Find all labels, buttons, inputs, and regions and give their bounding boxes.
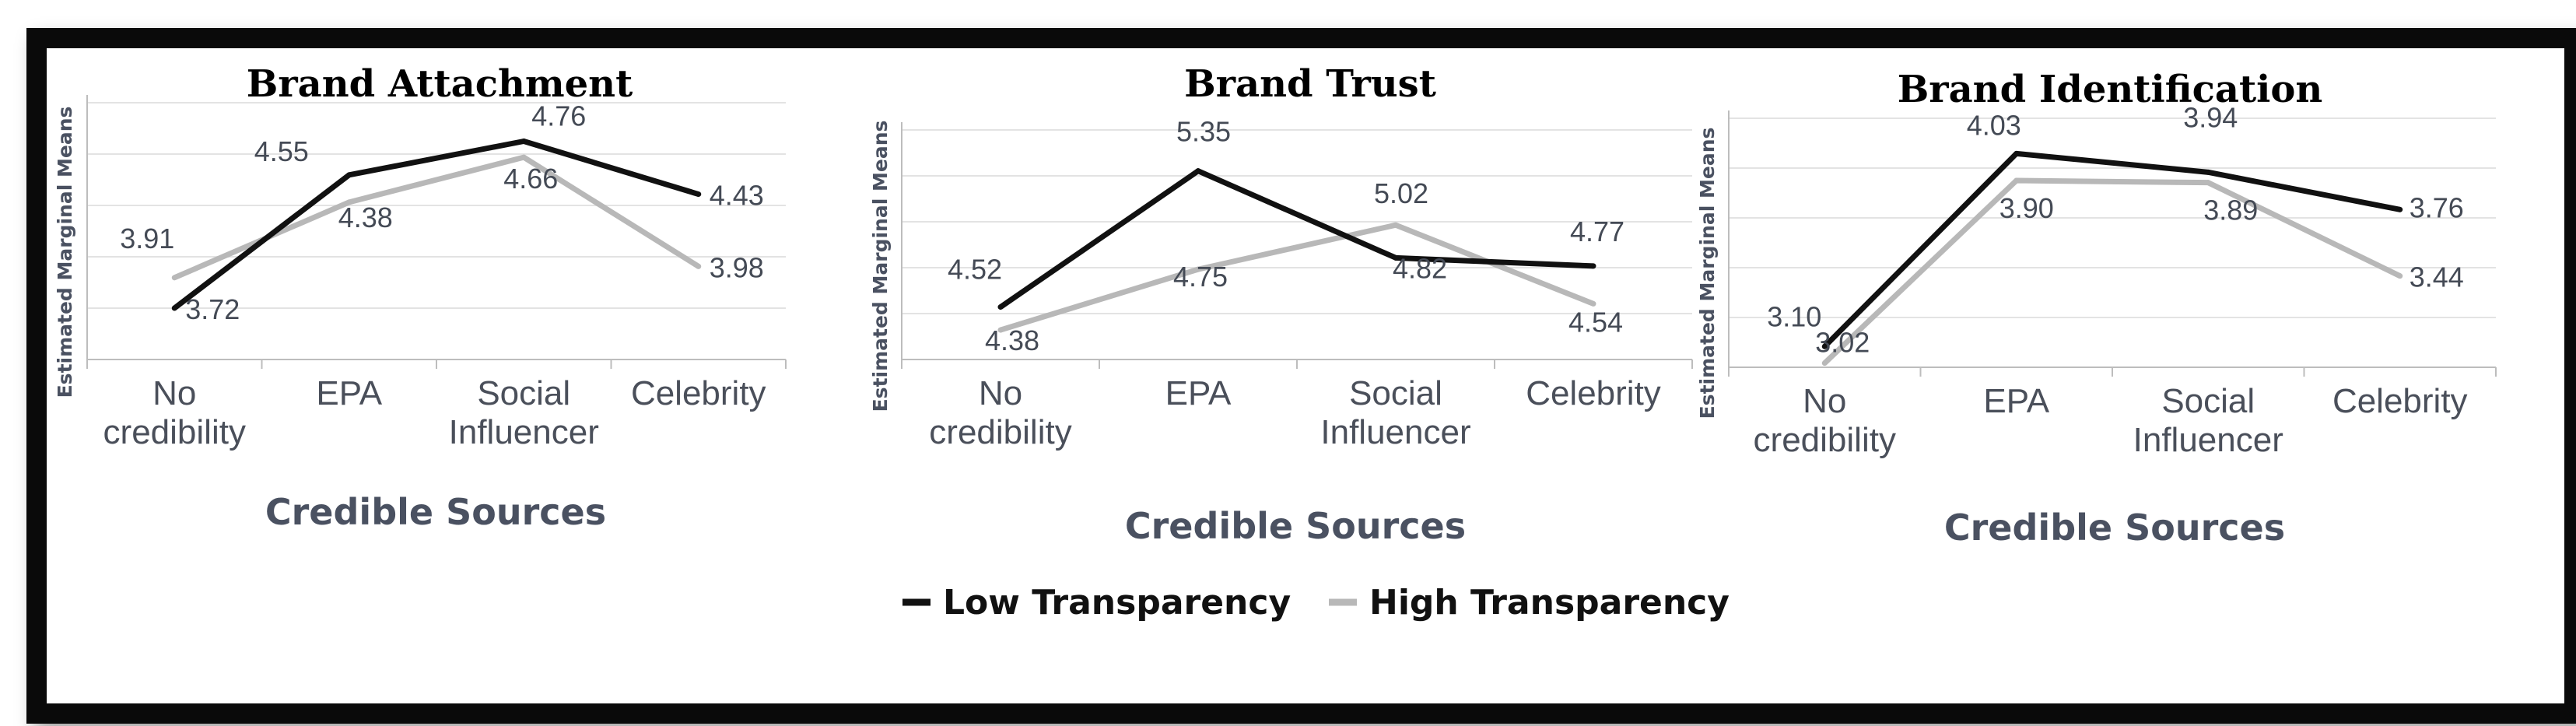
data-label: 4.52 bbox=[948, 254, 1002, 286]
data-point bbox=[2397, 206, 2403, 212]
data-point bbox=[1393, 254, 1399, 261]
data-label: 3.89 bbox=[2203, 195, 2258, 226]
data-label: 3.98 bbox=[710, 251, 764, 283]
data-label: 4.55 bbox=[254, 135, 309, 167]
x-tick-label: credibility bbox=[1754, 421, 1896, 459]
data-point bbox=[2205, 180, 2211, 186]
data-label: 3.72 bbox=[185, 293, 240, 325]
legend-label-low-transparency: Low Transparency bbox=[943, 583, 1291, 623]
data-point bbox=[520, 154, 527, 160]
data-point bbox=[2013, 177, 2020, 184]
chart-panel-brand-trust: Brand Trust Estimated Marginal Means Cre… bbox=[869, 62, 1693, 547]
data-point bbox=[997, 327, 1004, 333]
x-tick-label: Social bbox=[1349, 374, 1442, 412]
legend: Low Transparency High Transparency bbox=[902, 583, 1730, 623]
data-label: 4.76 bbox=[531, 100, 586, 132]
chart-panel-brand-attachment: Brand Attachment Estimated Marginal Mean… bbox=[54, 62, 787, 533]
data-point bbox=[1195, 266, 1201, 272]
data-point bbox=[1821, 360, 1828, 367]
x-tick-label: Social bbox=[477, 374, 570, 412]
data-label: 5.35 bbox=[1176, 116, 1231, 148]
x-tick-label: EPA bbox=[316, 374, 382, 412]
x-tick-label: EPA bbox=[1165, 374, 1232, 412]
data-point bbox=[346, 199, 352, 205]
data-label: 3.94 bbox=[2183, 101, 2238, 133]
series-line-high-transparency bbox=[173, 154, 700, 281]
chart-title: Brand Identification bbox=[1898, 68, 2323, 111]
x-tick-label: Influencer bbox=[449, 413, 599, 451]
data-label: 3.02 bbox=[1815, 327, 1870, 359]
x-tick-label: credibility bbox=[103, 413, 246, 451]
y-axis-label: Estimated Marginal Means bbox=[1696, 128, 1719, 419]
figure-frame: Brand Attachment Estimated Marginal Mean… bbox=[26, 28, 2576, 724]
x-tick-label: Celebrity bbox=[2332, 382, 2468, 420]
data-point bbox=[997, 304, 1004, 310]
data-label: 4.66 bbox=[503, 163, 558, 195]
x-axis-label: Credible Sources bbox=[1944, 507, 2285, 549]
data-point bbox=[696, 191, 702, 198]
y-axis-label: Estimated Marginal Means bbox=[869, 121, 892, 412]
data-label: 4.43 bbox=[710, 180, 764, 212]
x-tick-label: Influencer bbox=[1320, 413, 1470, 451]
x-tick-label: Influencer bbox=[2133, 421, 2283, 459]
legend-label-high-transparency: High Transparency bbox=[1369, 583, 1730, 623]
chart-title: Brand Trust bbox=[1184, 62, 1436, 106]
data-label: 5.02 bbox=[1374, 177, 1428, 209]
data-label: 4.54 bbox=[1568, 306, 1623, 338]
data-point bbox=[520, 139, 527, 144]
data-point bbox=[2205, 169, 2211, 175]
data-label: 4.75 bbox=[1173, 261, 1228, 293]
data-point bbox=[1195, 168, 1201, 174]
data-label: 4.38 bbox=[338, 202, 393, 233]
data-label: 3.76 bbox=[2410, 191, 2464, 223]
data-point bbox=[1821, 343, 1828, 349]
data-label: 3.91 bbox=[120, 223, 174, 254]
chart-panel-brand-identification: Brand Identification Estimated Marginal … bbox=[1696, 68, 2497, 549]
data-point bbox=[346, 172, 352, 178]
data-point bbox=[1590, 300, 1596, 307]
series-line-low-transparency bbox=[1822, 150, 2401, 349]
data-point bbox=[1393, 222, 1399, 228]
x-tick-label: No bbox=[1803, 382, 1846, 420]
data-point bbox=[2397, 273, 2403, 279]
data-point bbox=[696, 263, 702, 269]
x-tick-label: credibility bbox=[929, 413, 1071, 451]
data-point bbox=[171, 305, 177, 311]
data-label: 4.38 bbox=[985, 324, 1039, 356]
data-label: 4.77 bbox=[1570, 216, 1624, 247]
y-axis-label: Estimated Marginal Means bbox=[54, 107, 76, 398]
x-tick-label: Celebrity bbox=[1526, 374, 1661, 412]
data-point bbox=[171, 275, 177, 281]
x-tick-label: EPA bbox=[1983, 382, 2049, 420]
series-line-low-transparency bbox=[173, 139, 699, 310]
data-label: 3.10 bbox=[1767, 300, 1821, 332]
x-tick-label: Social bbox=[2161, 382, 2255, 420]
data-label: 4.82 bbox=[1393, 252, 1447, 284]
series-line-low-transparency bbox=[999, 168, 1594, 310]
data-point bbox=[2013, 150, 2020, 156]
chart-title: Brand Attachment bbox=[247, 62, 633, 106]
data-label: 4.03 bbox=[1967, 109, 2021, 141]
data-point bbox=[1590, 263, 1596, 269]
x-axis-label: Credible Sources bbox=[265, 491, 606, 533]
x-tick-label: Celebrity bbox=[631, 374, 766, 412]
chart-figure: Brand Attachment Estimated Marginal Mean… bbox=[54, 62, 2497, 623]
x-tick-label: No bbox=[979, 374, 1022, 412]
x-axis-label: Credible Sources bbox=[1125, 505, 1466, 547]
data-label: 3.44 bbox=[2410, 261, 2464, 293]
data-label: 3.90 bbox=[1999, 192, 2054, 224]
series-line-high-transparency bbox=[1822, 177, 2402, 366]
x-tick-label: No bbox=[152, 374, 196, 412]
